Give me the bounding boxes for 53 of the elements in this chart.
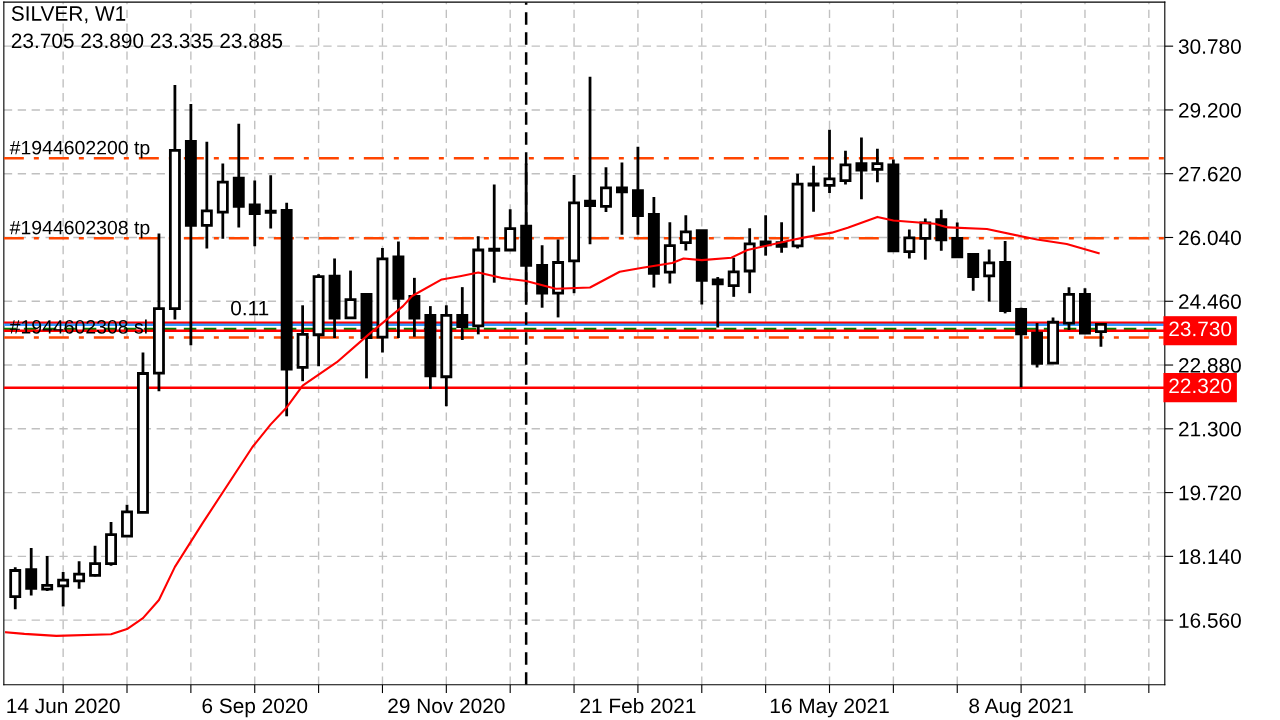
y-tick-label: 21.300 — [1179, 421, 1241, 437]
candlestick — [248, 179, 261, 248]
y-tick-label: 22.880 — [1179, 358, 1241, 373]
candlestick — [919, 217, 932, 262]
candlestick — [25, 546, 38, 597]
y-tick-label: 26.040 — [1179, 230, 1241, 246]
candlestick — [41, 554, 54, 593]
ref-line-label: #1944602308 tp — [9, 220, 150, 239]
annotation: 0.11 — [231, 300, 269, 316]
y-tick-label: 24.460 — [1179, 294, 1241, 310]
candlestick — [871, 147, 884, 184]
candlestick — [951, 221, 964, 259]
candlestick — [679, 213, 692, 252]
x-tick-label: 14 Jun 2020 — [7, 698, 120, 714]
candlestick — [408, 276, 421, 339]
candlestick — [967, 253, 980, 293]
candlestick — [456, 285, 469, 342]
candlestick — [983, 248, 996, 304]
chart-title: SILVER, W1 — [11, 6, 126, 24]
candlestick — [839, 149, 852, 186]
y-tick-label: 16.560 — [1179, 613, 1241, 628]
text: 23.705 23.890 23.335 23.885 — [11, 33, 283, 49]
candlestick — [616, 161, 628, 237]
x-tick-label: 6 Sep 2020 — [202, 698, 308, 718]
x-tick-label: 29 Nov 2020 — [388, 698, 505, 714]
y-tick-label: 19.720 — [1179, 485, 1241, 501]
candlestick — [344, 269, 357, 320]
candlestick — [855, 135, 868, 201]
candlestick — [711, 275, 724, 329]
candlestick — [1094, 322, 1107, 349]
y-tick-label: 29.200 — [1179, 102, 1241, 118]
candlestick — [57, 570, 70, 608]
ref-line-label: #1944602200 tp — [9, 140, 150, 159]
candlestick — [727, 256, 740, 299]
candlestick — [200, 140, 213, 250]
x-tick-label: 21 Feb 2021 — [580, 697, 696, 714]
candlestick — [488, 183, 501, 285]
candlestick — [504, 207, 517, 252]
y-tick-label: 30.780 — [1178, 39, 1241, 54]
candlestick — [807, 164, 820, 214]
x-tick-label: 16 May 2021 — [770, 698, 889, 718]
x-tick-label: 8 Aug 2021 — [969, 698, 1073, 718]
candlestick — [73, 559, 86, 591]
candlestick — [600, 165, 612, 214]
candlestick — [903, 228, 916, 260]
candlestick — [264, 173, 277, 230]
candlestick — [89, 544, 102, 578]
y-tick-label: 27.620 — [1179, 166, 1241, 182]
candlestick — [823, 128, 836, 195]
y-tick-label: 18.140 — [1179, 549, 1241, 565]
candlestick — [584, 75, 596, 246]
ref-line-label: 23.730 — [1169, 321, 1232, 337]
ref-line-label: 22.320 — [1169, 378, 1232, 394]
